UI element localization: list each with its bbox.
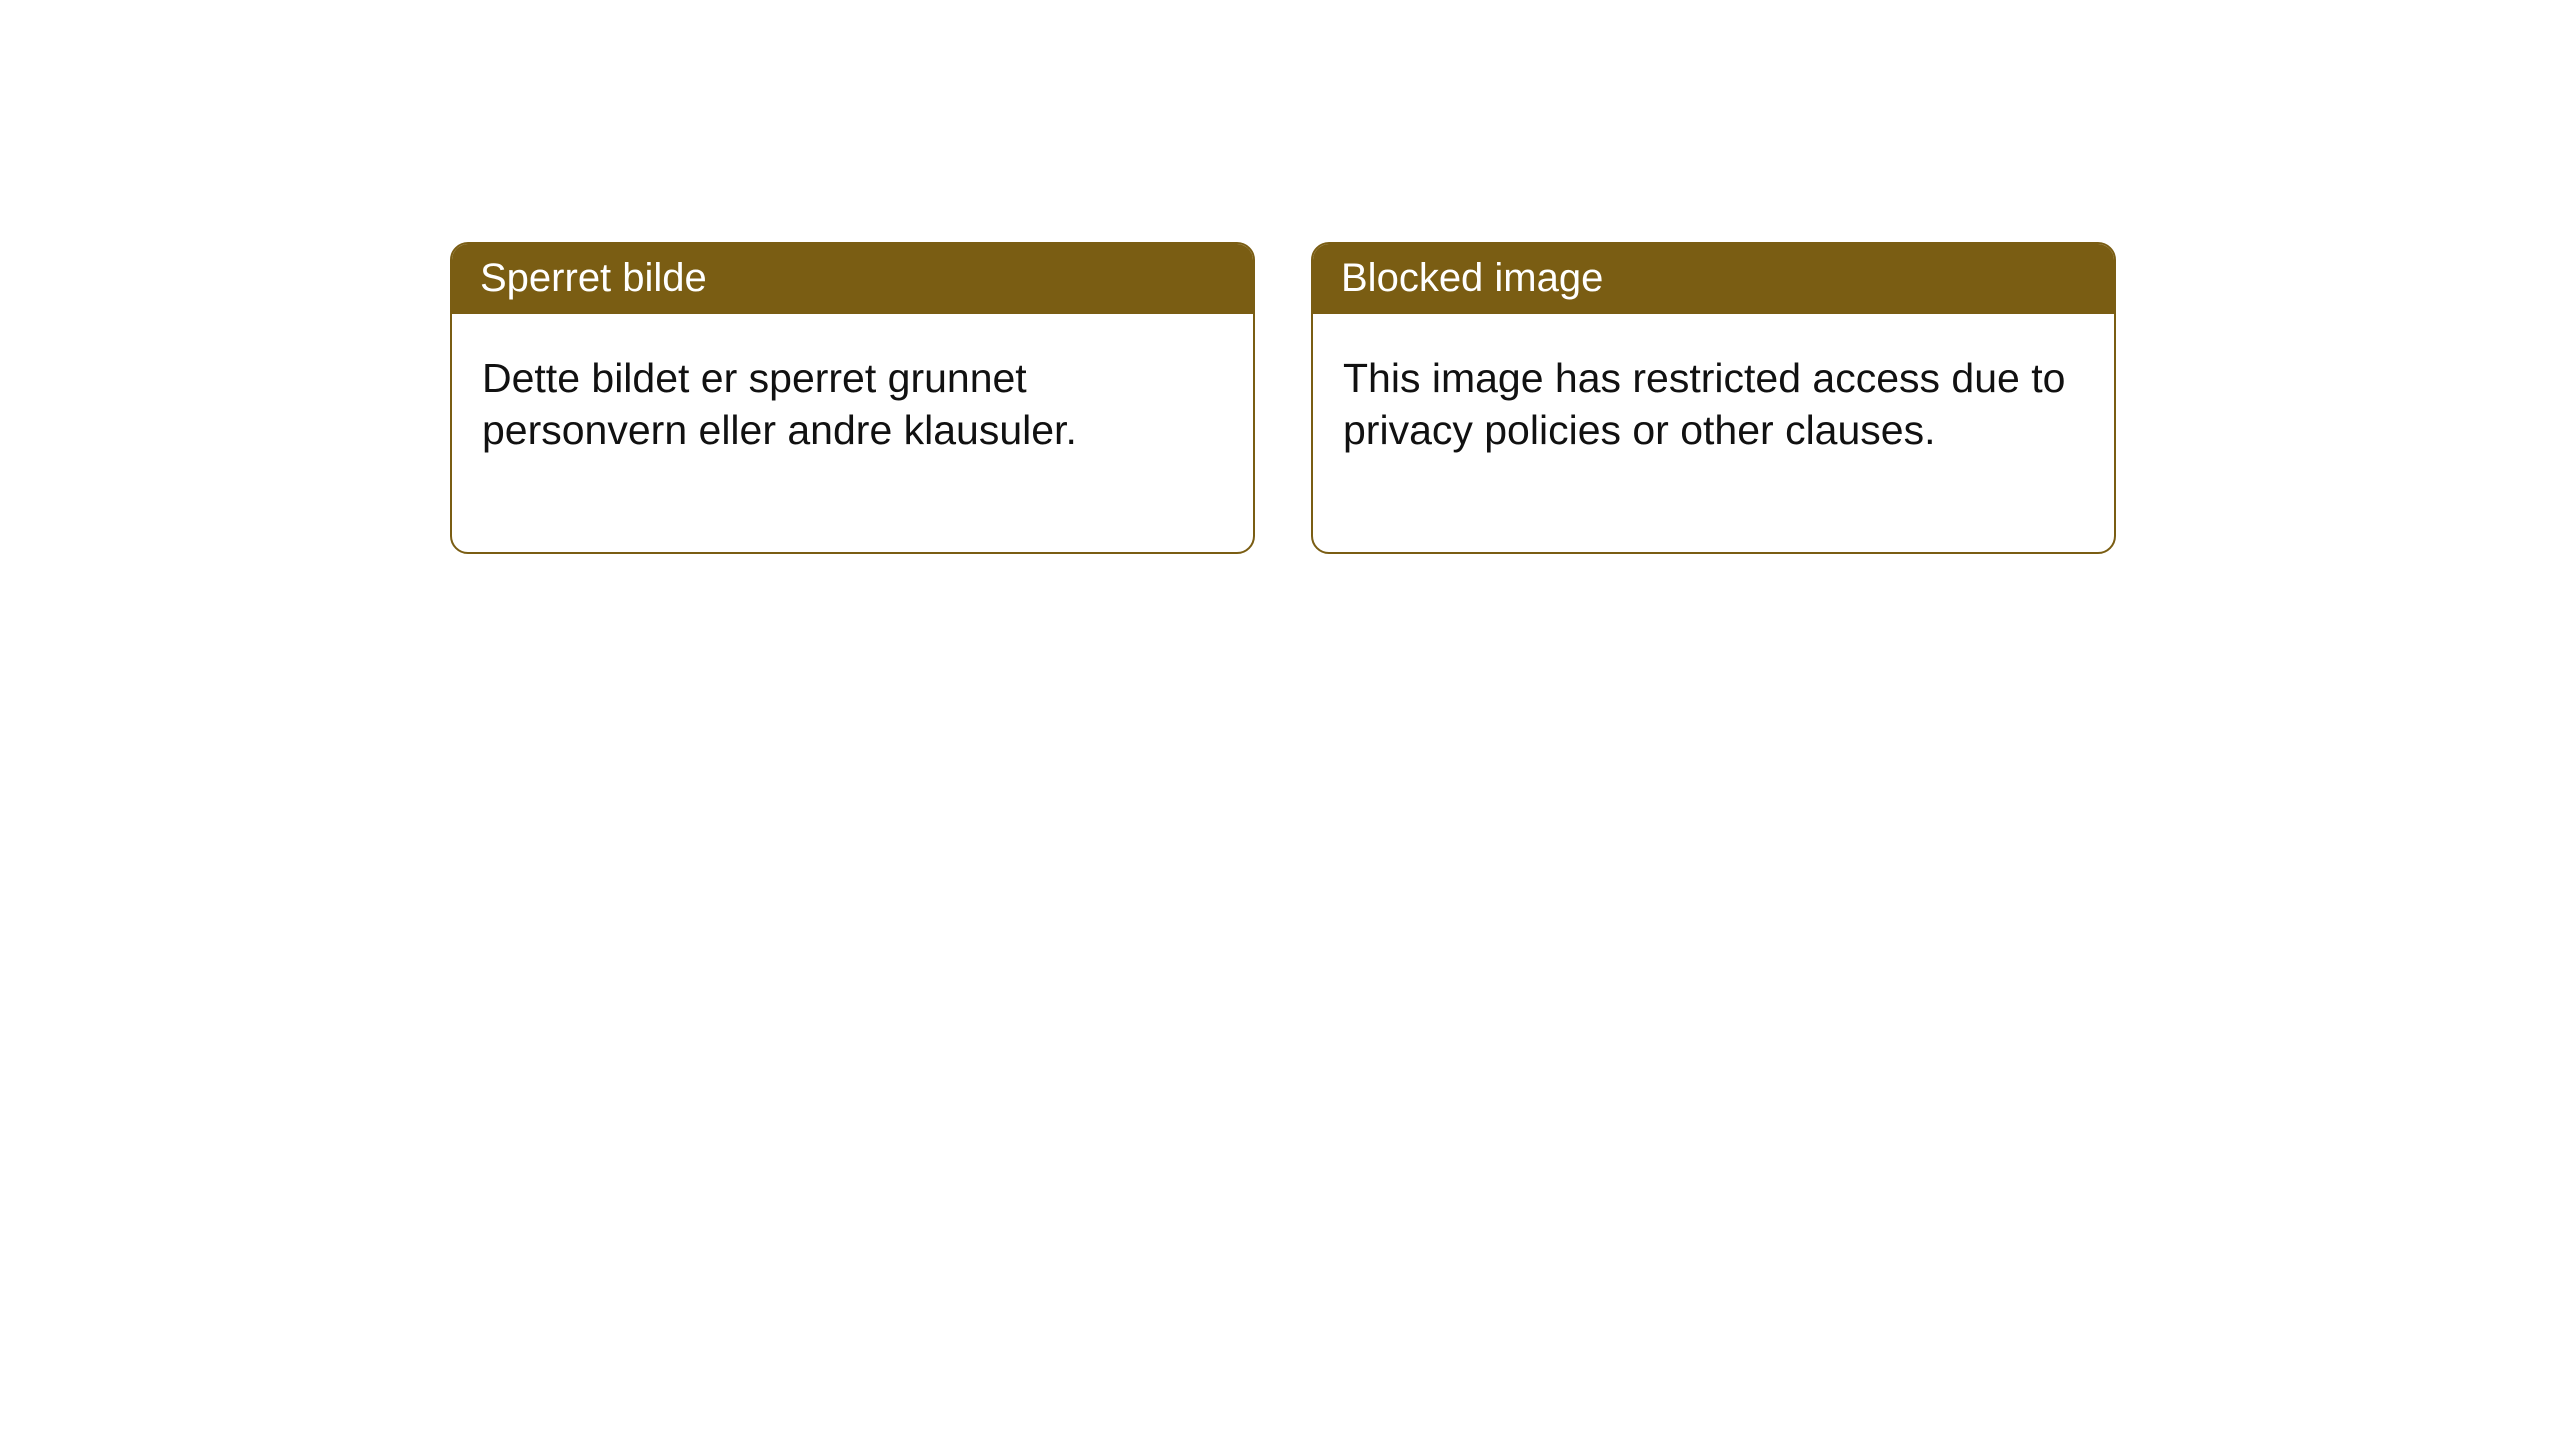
- card-title-en: Blocked image: [1313, 244, 2114, 314]
- card-message-no: Dette bildet er sperret grunnet personve…: [452, 314, 1253, 552]
- card-title-no: Sperret bilde: [452, 244, 1253, 314]
- blocked-image-card-no: Sperret bilde Dette bildet er sperret gr…: [450, 242, 1255, 554]
- blocked-image-card-en: Blocked image This image has restricted …: [1311, 242, 2116, 554]
- card-container: Sperret bilde Dette bildet er sperret gr…: [0, 0, 2560, 554]
- card-message-en: This image has restricted access due to …: [1313, 314, 2114, 552]
